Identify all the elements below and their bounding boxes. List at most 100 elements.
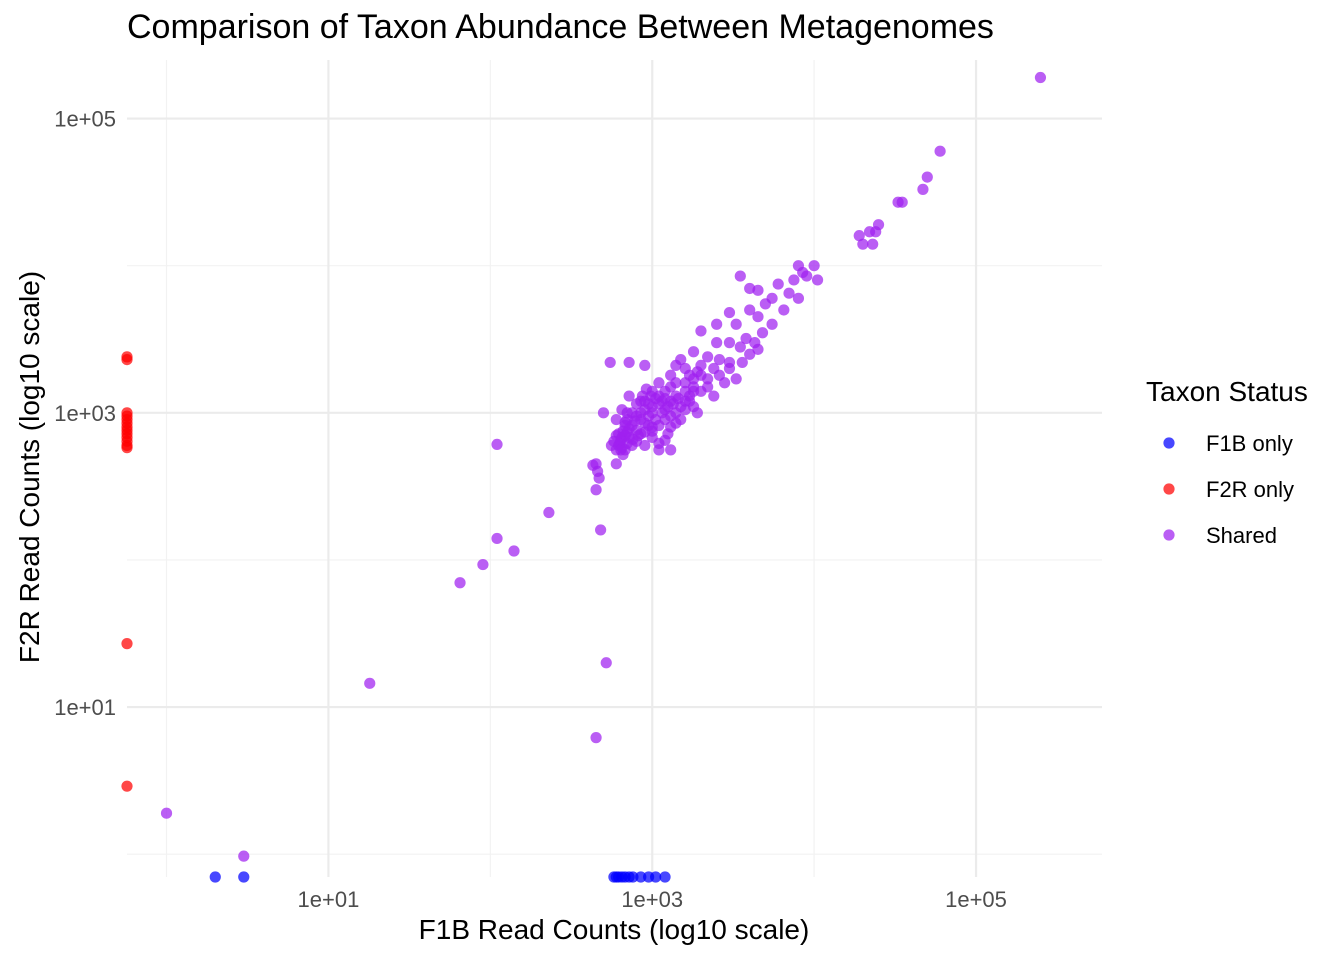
chart-title: Comparison of Taxon Abundance Between Me… [127,8,994,46]
data-point-shared [702,381,714,393]
legend: Taxon Status F1B only F2R only Shared [1146,376,1308,548]
data-point-shared [744,348,756,360]
data-point-shared [491,532,503,545]
data-point-f2r-only [121,780,133,792]
x-tick-label: 1e+03 [621,887,683,912]
data-point-shared [708,390,720,402]
data-point-shared [619,419,631,432]
data-point-shared [711,337,723,349]
data-point-shared [702,351,714,363]
data-point-f1b-only [650,871,662,883]
data-points [121,71,1047,883]
data-point-shared [808,260,820,272]
data-point-shared [892,196,904,208]
data-point-shared [590,732,602,744]
data-point-shared [672,392,684,405]
data-point-shared [756,327,769,339]
legend-label-f2r-only: F2R only [1206,477,1294,502]
data-point-shared [788,274,800,286]
data-point-shared [730,373,742,385]
data-point-f1b-only [209,871,221,883]
data-point-shared [610,413,622,426]
data-point-shared [665,381,677,393]
data-point-shared [592,465,604,477]
data-point-shared [772,278,784,290]
data-point-shared [867,238,879,250]
data-point-shared [454,577,466,589]
data-point-f1b-only [659,871,671,883]
x-axis-title: F1B Read Counts (log10 scale) [419,914,810,945]
y-axis-title: F2R Read Counts (log10 scale) [14,271,45,663]
data-point-shared [783,287,795,299]
data-point-shared [695,325,707,337]
data-point-shared [639,439,651,452]
data-point-f1b-only [627,871,639,883]
data-point-shared [921,171,933,183]
data-point-shared [665,369,677,381]
data-point-shared [934,145,946,157]
data-point-shared [646,407,658,419]
data-point-shared [752,311,764,323]
data-point-shared [639,359,651,372]
data-point-shared [160,807,173,819]
data-point-shared [670,359,682,372]
data-point-shared [595,524,607,536]
data-point-shared [857,238,869,250]
data-point-shared [734,270,746,282]
data-point-shared [766,318,778,330]
data-point-shared [695,369,707,381]
data-point-shared [623,390,635,402]
data-point-shared [736,356,748,369]
data-point-shared [811,274,824,286]
data-point-shared [723,337,736,349]
data-point-shared [713,369,726,381]
data-point-shared [711,318,723,330]
data-point-shared [610,458,622,470]
data-point-shared [723,362,736,375]
data-point-shared [653,377,665,389]
legend-label-f1b-only: F1B only [1206,431,1293,456]
legend-items: F1B only F2R only Shared [1163,431,1294,548]
data-point-shared [238,850,250,862]
data-point-shared [759,298,771,310]
legend-key-f1b-only [1163,437,1175,449]
data-point-shared [543,506,555,519]
x-tick-label: 1e+01 [298,887,360,912]
data-point-shared [364,677,376,689]
data-point-shared [616,404,628,416]
data-point-shared [749,337,761,349]
data-point-shared [730,318,742,330]
tick-labels: 1e+01 1e+03 1e+05 1e+01 1e+03 1e+05 [54,107,1007,912]
data-point-shared [917,183,929,195]
data-point-shared [691,407,703,419]
data-point-shared [723,306,736,319]
data-point-shared [792,292,805,304]
grid-lines [127,60,1102,877]
data-point-shared [801,270,813,282]
legend-key-f2r-only [1163,483,1175,495]
data-point-shared [752,284,764,296]
y-tick-label: 1e+01 [54,695,116,720]
data-point-shared [604,356,616,369]
data-point-shared [653,444,665,456]
data-point-shared [600,657,612,669]
data-point-shared [597,407,610,419]
data-point-shared [734,341,746,353]
data-point-shared [713,353,726,366]
data-point-shared [617,448,629,461]
y-tick-label: 1e+03 [54,401,116,426]
data-point-shared [665,444,677,456]
data-point-shared [744,304,756,316]
data-point-shared [477,558,489,571]
data-point-shared [508,545,520,557]
data-point-shared [623,356,635,369]
data-point-shared [687,346,700,358]
data-point-shared [853,230,865,242]
data-point-shared [491,438,503,450]
y-tick-label: 1e+05 [54,107,116,132]
data-point-f2r-only [121,353,133,366]
x-tick-label: 1e+05 [945,887,1007,912]
data-point-f2r-only [121,442,133,454]
data-point-f1b-only [238,871,250,883]
